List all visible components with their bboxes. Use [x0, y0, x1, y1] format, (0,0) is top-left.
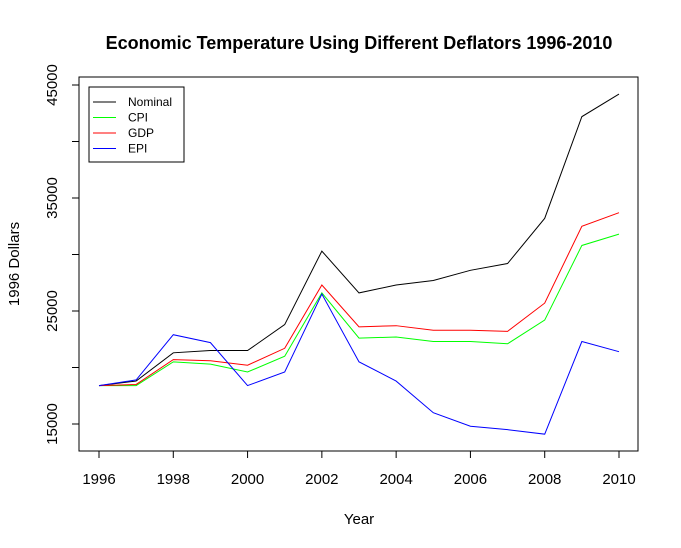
series-layer: [98, 93, 620, 435]
chart-title: Economic Temperature Using Different Def…: [106, 33, 613, 53]
x-tick-label: 2006: [454, 471, 487, 488]
series-line-epi: [98, 292, 620, 435]
legend-box: [88, 86, 185, 163]
x-axis-title: Year: [344, 511, 374, 528]
x-tick-label: 2004: [379, 471, 412, 488]
x-tick-label: 2002: [305, 471, 338, 488]
legend-label: GDP: [128, 126, 154, 140]
x-tick-label: 2010: [602, 471, 635, 488]
series-line-nominal: [98, 93, 620, 387]
x-tick-label: 2008: [528, 471, 561, 488]
y-axis: 15000 25000 35000 45000: [44, 64, 80, 445]
y-tick-label: 25000: [44, 290, 61, 332]
x-tick-label: 1996: [82, 471, 115, 488]
legend-label: CPI: [128, 111, 148, 125]
legend-label: EPI: [128, 142, 147, 156]
legend-label: Nominal: [128, 95, 172, 109]
y-tick-label: 15000: [44, 403, 61, 445]
x-axis: 1996 1998 2000 2002 2004 2006 2008 2010: [82, 450, 636, 488]
x-tick-label: 1998: [157, 471, 190, 488]
x-tick-label: 2000: [231, 471, 264, 488]
y-axis-title: 1996 Dollars: [6, 222, 23, 306]
y-tick-label: 35000: [44, 177, 61, 219]
series-line-gdp: [98, 212, 620, 387]
series-line-cpi: [99, 233, 620, 387]
y-tick-label: 45000: [44, 64, 61, 106]
